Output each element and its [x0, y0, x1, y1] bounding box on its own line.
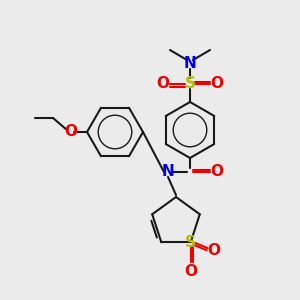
- Text: O: O: [211, 76, 224, 92]
- Text: O: O: [64, 124, 77, 140]
- Text: O: O: [211, 164, 224, 179]
- Text: O: O: [184, 264, 197, 279]
- Text: N: N: [162, 164, 174, 179]
- Text: N: N: [184, 56, 196, 71]
- Text: O: O: [207, 243, 220, 258]
- Text: S: S: [185, 235, 196, 250]
- Text: O: O: [157, 76, 169, 92]
- Text: S: S: [184, 76, 196, 92]
